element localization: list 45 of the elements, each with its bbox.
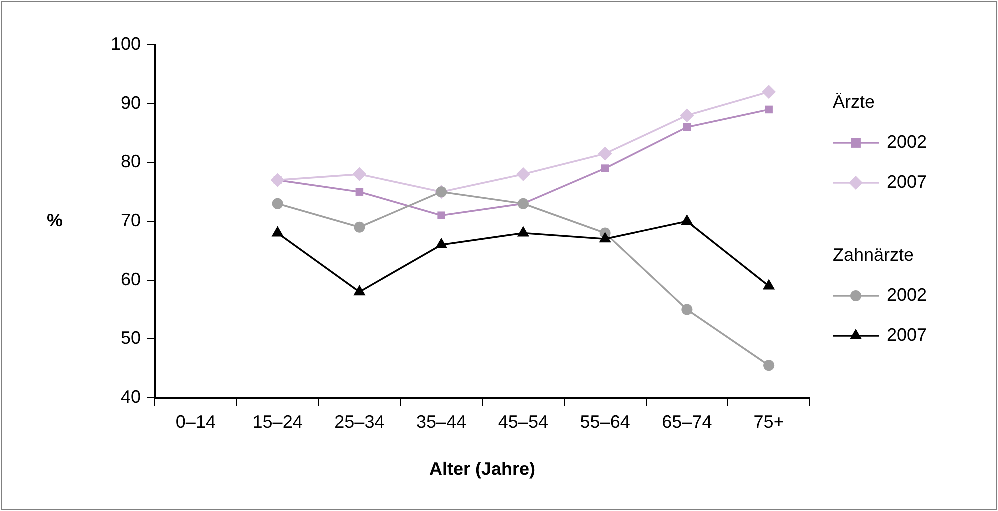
x-tick-label: 75+: [754, 412, 784, 432]
text: Ärzte: [833, 92, 876, 112]
legend-label: 2007: [887, 324, 928, 345]
point: [681, 214, 694, 225]
x-axis-title: Alter (Jahre): [429, 459, 536, 480]
x-tick-label: 0–14: [176, 412, 216, 432]
point: [680, 108, 694, 123]
legend-label: 2002: [887, 284, 928, 305]
point: [682, 304, 693, 316]
point: [354, 285, 366, 296]
y-tick-label: 50: [120, 328, 141, 348]
y-tick-label: 40: [120, 386, 141, 407]
point: [598, 146, 612, 161]
x-tick-label: 55–64: [580, 412, 630, 432]
legend-label: 2007: [887, 172, 928, 192]
point: [272, 226, 284, 237]
x-tick-label: 65–74: [662, 412, 712, 432]
legend-label: 2002: [887, 132, 928, 152]
y-tick-label: 90: [120, 92, 141, 113]
point: [272, 198, 284, 210]
y-axis-title: %: [46, 210, 64, 230]
x-tick-label: 25–34: [334, 412, 385, 432]
text: Zahnärzte: [833, 244, 914, 265]
point: [599, 232, 612, 243]
y-tick-label: 70: [120, 210, 141, 230]
x-tick-label: 35–44: [416, 412, 467, 432]
point: [354, 222, 366, 233]
point: [270, 173, 285, 188]
point: [764, 360, 775, 372]
point: [436, 238, 448, 249]
point: [438, 212, 446, 220]
point: [352, 167, 367, 182]
x-tick-label: 15–24: [252, 412, 303, 432]
point: [356, 188, 364, 196]
point: [763, 279, 776, 290]
point: [683, 123, 692, 132]
point: [762, 85, 776, 100]
point: [601, 164, 610, 172]
point: [765, 106, 773, 114]
y-tick-label: 80: [120, 152, 141, 172]
point: [516, 167, 530, 182]
x-tick-label: 45–54: [498, 412, 548, 432]
point: [517, 226, 530, 237]
y-tick-label: 100: [110, 34, 141, 54]
y-tick-label: 60: [120, 269, 141, 290]
